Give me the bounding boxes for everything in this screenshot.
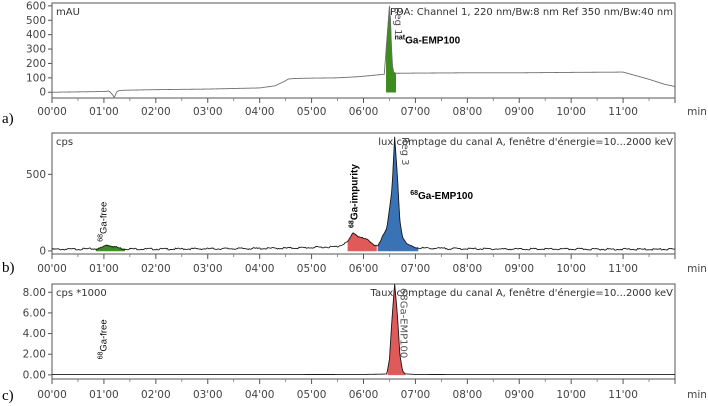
panel-a: 0 100 200 300 400 500 600 00'00 01'00 02'00 03'00 0… bbox=[26, 0, 707, 118]
x-tick-label: 08'00 bbox=[453, 389, 483, 401]
x-tick-label: 00'00 bbox=[37, 106, 67, 118]
plot-frame bbox=[51, 132, 676, 255]
x-tick-label: 10'00 bbox=[556, 106, 586, 118]
x-tick-label: 05'00 bbox=[297, 106, 327, 118]
panel-label: b) bbox=[2, 260, 15, 276]
signal-trace bbox=[52, 283, 675, 376]
x-tick-label: 09'00 bbox=[504, 263, 534, 275]
x-tick-label: 08'00 bbox=[453, 106, 483, 118]
y-tick-label: 8.00 bbox=[23, 287, 46, 299]
peak-tag: 68Ga-EMP100 bbox=[397, 288, 408, 358]
x-tick-label: 01'00 bbox=[89, 263, 119, 275]
y-tick-label: 2.00 bbox=[23, 349, 46, 361]
x-tick-label: 04'00 bbox=[245, 263, 275, 275]
peak-annotation: 68Ga-free bbox=[98, 202, 110, 242]
x-tick-label: 05'00 bbox=[297, 263, 327, 275]
panel-label: a) bbox=[2, 111, 14, 127]
detector-caption: Taux comptage du canal A, fenêtre d'éner… bbox=[369, 287, 673, 299]
y-tick-label: 0 bbox=[39, 245, 46, 257]
x-tick-label: 10'00 bbox=[556, 389, 586, 401]
peak-annotation: 68Ga-free bbox=[98, 319, 110, 359]
y-tick-label: 0 bbox=[39, 87, 46, 99]
peak-area bbox=[377, 142, 419, 252]
x-tick-label: 02'00 bbox=[141, 389, 171, 401]
y-unit-label: cps bbox=[56, 137, 73, 148]
peak-annotation: 68Ga-EMP100 bbox=[410, 190, 473, 202]
y-unit-label: mAU bbox=[56, 7, 80, 18]
detector-caption: PDA: Channel 1, 220 nm/Bw:8 nm Ref 350 n… bbox=[390, 7, 673, 18]
x-tick-label: 06'00 bbox=[349, 389, 379, 401]
signal-trace bbox=[51, 5, 676, 99]
y-tick-label: 500 bbox=[26, 169, 46, 181]
x-tick-label: 06'00 bbox=[349, 106, 379, 118]
y-tick-label: 500 bbox=[26, 15, 46, 27]
peak-area bbox=[347, 232, 377, 252]
x-tick-label: 06'00 bbox=[349, 263, 379, 275]
x-tick-label: 03'00 bbox=[193, 389, 223, 401]
peak-tag: Reg 1 bbox=[392, 7, 403, 36]
x-tick-label: 11'00 bbox=[608, 389, 638, 401]
x-tick-label: 03'00 bbox=[193, 106, 223, 118]
peak-annotation: 68Ga-impurity bbox=[348, 164, 360, 228]
x-tick-label: 08'00 bbox=[453, 263, 483, 275]
x-tick-label: 07'00 bbox=[401, 389, 431, 401]
panel-b: 0 500 00'00 01'00 02'00 03'00 04'00 05'00 06'00 0… bbox=[26, 132, 707, 275]
peak-tag: Reg 3 bbox=[399, 137, 410, 166]
x-tick-label: 05'00 bbox=[297, 389, 327, 401]
x-tick-label: 01'00 bbox=[89, 106, 119, 118]
panel-c: 0.00 2.00 4.00 6.00 8.00 00'00 01'00 02'00 03'00… bbox=[23, 283, 707, 401]
x-unit-label: min bbox=[687, 106, 707, 118]
y-unit-label: cps *1000 bbox=[56, 288, 107, 299]
y-tick-label: 400 bbox=[26, 29, 46, 41]
x-tick-label: 11'00 bbox=[608, 263, 638, 275]
x-tick-label: 02'00 bbox=[141, 263, 171, 275]
x-tick-label: 04'00 bbox=[245, 106, 275, 118]
x-tick-label: 11'00 bbox=[608, 106, 638, 118]
x-tick-label: 07'00 bbox=[401, 263, 431, 275]
detector-caption: lux comptage du canal A, fenêtre d'énerg… bbox=[378, 136, 673, 148]
x-tick-label: 04'00 bbox=[245, 389, 275, 401]
x-tick-label: 03'00 bbox=[193, 263, 223, 275]
y-tick-label: 4.00 bbox=[23, 328, 46, 340]
x-unit-label: min bbox=[687, 263, 707, 275]
y-tick-label: 6.00 bbox=[23, 307, 46, 319]
y-tick-label: 100 bbox=[26, 72, 46, 84]
y-tick-label: 0.00 bbox=[23, 369, 46, 381]
x-tick-label: 01'00 bbox=[89, 389, 119, 401]
y-tick-label: 200 bbox=[26, 58, 46, 70]
x-tick-label: 02'00 bbox=[141, 106, 171, 118]
x-tick-label: 09'00 bbox=[504, 106, 534, 118]
signal-trace bbox=[51, 136, 676, 251]
panel-label: c) bbox=[2, 388, 14, 404]
peak-annotation: natGa-EMP100 bbox=[395, 34, 461, 46]
x-tick-label: 07'00 bbox=[401, 106, 431, 118]
x-tick-label: 00'00 bbox=[37, 263, 67, 275]
x-tick-label: 09'00 bbox=[504, 389, 534, 401]
x-tick-label: 00'00 bbox=[37, 389, 67, 401]
x-unit-label: min bbox=[687, 389, 707, 401]
y-tick-label: 300 bbox=[26, 44, 46, 56]
y-tick-label: 600 bbox=[26, 0, 46, 12]
x-tick-label: 10'00 bbox=[556, 263, 586, 275]
